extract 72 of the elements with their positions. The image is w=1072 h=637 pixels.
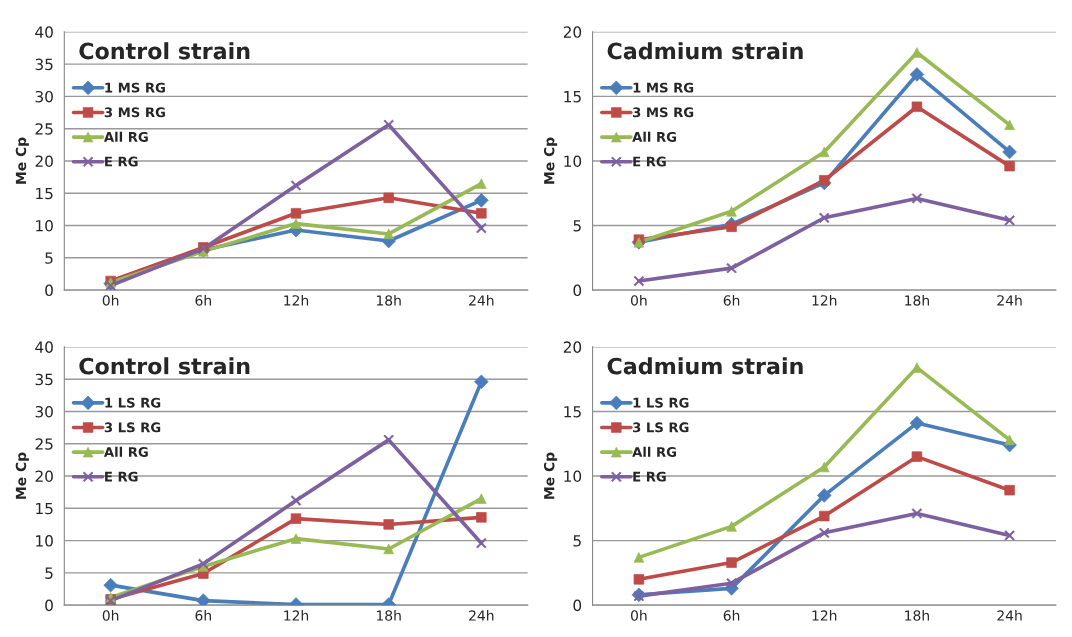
chart-title: Control strain (79, 357, 250, 375)
chart-title: Cadmium strain (607, 357, 803, 375)
x-tick-label: 12h (284, 610, 309, 621)
x-tick-label: 6h (723, 294, 740, 306)
x-tick-label: 18h (905, 610, 929, 621)
y-tick-label: 0 (45, 284, 53, 297)
x-tick-label: 18h (376, 294, 401, 306)
legend-label: E RG (105, 156, 138, 167)
y-tick-label: 15 (36, 502, 53, 515)
y-tick-label: 5 (45, 252, 53, 264)
x-tick-label: 6h (195, 610, 211, 621)
y-tick-label: 15 (564, 406, 581, 418)
y-tick-label: 15 (36, 187, 53, 200)
y-tick-label: 35 (35, 373, 53, 386)
x-tick-label: 0h (630, 294, 647, 306)
y-tick-label: 5 (573, 220, 581, 232)
y-tick-label: 30 (35, 90, 53, 103)
legend-label: All RG (103, 446, 148, 457)
legend-label: All RG (103, 131, 148, 142)
y-tick-label: 10 (564, 155, 582, 167)
x-tick-label: 24h (997, 610, 1022, 621)
y-axis-title: Me Cp (15, 137, 29, 184)
legend-label: 3 LS RG (633, 422, 689, 433)
y-tick-label: 40 (35, 26, 53, 38)
legend-label: 1 LS RG (105, 397, 161, 408)
x-tick-label: 6h (195, 294, 211, 306)
x-tick-label: 12h (812, 294, 837, 306)
y-tick-label: 10 (36, 535, 53, 547)
x-tick-label: 0h (102, 610, 119, 621)
y-tick-label: 40 (35, 341, 53, 353)
x-tick-label: 18h (376, 610, 401, 621)
legend-label: 3 LS RG (104, 422, 161, 433)
y-tick-label: 5 (45, 567, 53, 579)
y-tick-label: 25 (35, 123, 53, 135)
x-tick-label: 24h (997, 294, 1022, 306)
y-tick-label: 15 (564, 91, 581, 103)
y-tick-label: 20 (35, 470, 53, 483)
x-tick-label: 6h (723, 610, 740, 621)
legend-label: 3 MS RG (104, 107, 165, 118)
y-tick-label: 0 (573, 599, 582, 612)
legend-label: E RG (633, 156, 666, 167)
chart-title: Cadmium strain (607, 42, 803, 60)
legend-label: All RG (632, 131, 677, 142)
x-tick-label: 24h (469, 610, 494, 621)
legend-label: 1 MS RG (105, 82, 165, 93)
legend-label: 1 LS RG (633, 397, 689, 408)
x-tick-label: 24h (469, 294, 494, 306)
y-axis-title: Me Cp (15, 452, 29, 499)
x-tick-label: 12h (812, 610, 837, 621)
y-tick-label: 0 (45, 599, 53, 612)
legend-label: E RG (105, 471, 138, 482)
legend-label: E RG (633, 471, 666, 482)
y-tick-label: 25 (35, 438, 53, 450)
y-axis-title: Me Cp (543, 137, 558, 184)
x-tick-label: 0h (102, 294, 119, 306)
legend-label: 3 MS RG (633, 107, 694, 118)
legend-label: All RG (632, 446, 677, 457)
chart-title: Control strain (79, 42, 250, 60)
y-tick-label: 10 (36, 220, 53, 232)
y-tick-label: 20 (563, 26, 582, 38)
y-tick-label: 30 (35, 405, 53, 418)
y-tick-label: 35 (35, 58, 53, 71)
y-axis-title: Me Cp (543, 452, 558, 499)
y-tick-label: 5 (573, 535, 581, 547)
y-tick-label: 20 (35, 155, 53, 167)
y-tick-label: 0 (573, 284, 582, 297)
y-tick-label: 20 (563, 341, 582, 353)
x-tick-label: 18h (905, 294, 929, 306)
x-tick-label: 0h (630, 610, 647, 621)
y-tick-label: 10 (564, 470, 582, 483)
x-tick-label: 12h (284, 294, 309, 306)
legend-label: 1 MS RG (633, 82, 694, 93)
